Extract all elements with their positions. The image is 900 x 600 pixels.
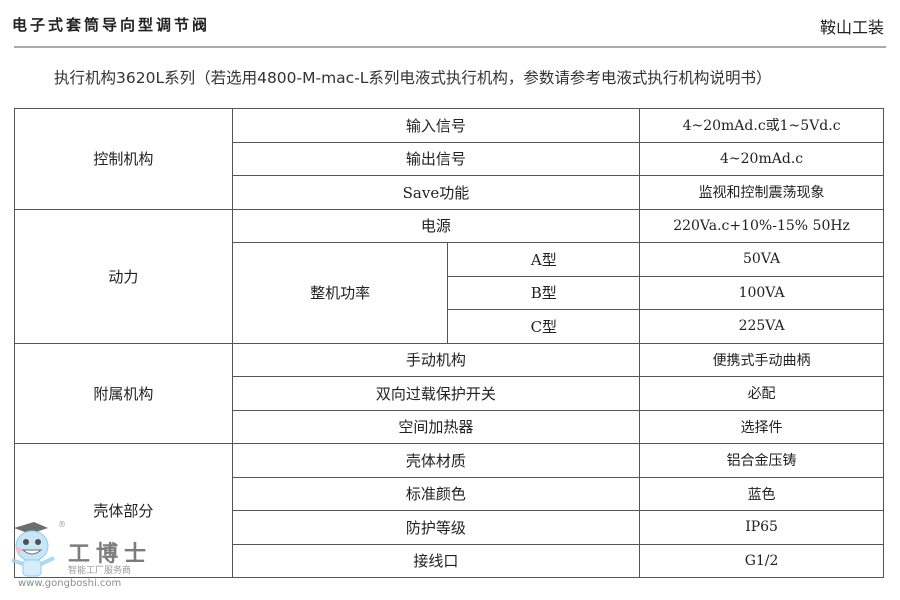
param-label: 壳体材质 <box>231 443 641 478</box>
table-row: Save功能 监视和控制震荡现象 <box>15 175 884 210</box>
param-label: 接线口 <box>231 543 641 578</box>
param-label: 整机功率 <box>231 242 449 344</box>
table-row: C型 225VA <box>15 309 884 344</box>
spec-table: 控制机构 输入信号 4~20mAd.c或1~5Vd.c 输出信号 4~20mAd… <box>14 108 884 578</box>
type-label: B型 <box>447 275 641 310</box>
param-label: 手动机构 <box>231 342 641 377</box>
group-label: 壳体部分 <box>14 443 233 578</box>
table-row: 双向过载保护开关 必配 <box>15 376 884 411</box>
param-label: 输出信号 <box>231 141 641 176</box>
section-subtitle: 执行机构3620L系列（若选用4800-M-mac-L系列电液式执行机构，参数请… <box>54 69 772 87</box>
param-label: 防护等级 <box>231 510 641 545</box>
table-row: 接线口 G1/2 <box>15 543 884 578</box>
param-label: 电源 <box>231 208 641 243</box>
param-value: IP65 <box>639 510 884 545</box>
brand-name: 鞍山工装 <box>819 18 884 37</box>
table-row: 附属机构 手动机构 便携式手动曲柄 <box>14 342 884 444</box>
param-value: 100VA <box>639 275 884 310</box>
mascot-icon <box>11 522 55 577</box>
table-row: 输出信号 4~20mAd.c <box>15 141 884 176</box>
group-label: 控制机构 <box>14 108 233 210</box>
param-value: 监视和控制震荡现象 <box>639 175 884 210</box>
watermark-url: www.gongboshi.com <box>18 578 122 589</box>
watermark-logo: 工博士 <box>68 542 153 567</box>
param-value: 铝合金压铸 <box>639 443 884 478</box>
type-label: A型 <box>447 242 641 277</box>
document-title: 电子式套筒导向型调节阀 <box>12 16 211 34</box>
watermark: ® 工博士 智能工厂服务商 www.gongboshi.com <box>8 518 198 593</box>
table-row: 标准颜色 蓝色 <box>15 476 884 511</box>
table-row: 动力 电源 220Va.c+10%-15% 50Hz <box>14 208 884 344</box>
table-row: B型 100VA <box>15 275 884 310</box>
group-label: 动力 <box>14 208 233 344</box>
table-row: 空间加热器 选择件 <box>15 409 884 444</box>
param-value: 4~20mAd.c <box>639 141 884 176</box>
param-label: 输入信号 <box>231 108 641 143</box>
param-value: 蓝色 <box>639 476 884 511</box>
param-label: 标准颜色 <box>231 476 641 511</box>
param-value: G1/2 <box>639 543 884 578</box>
group-label: 附属机构 <box>14 342 233 444</box>
param-label: 双向过载保护开关 <box>231 376 641 411</box>
watermark-tagline: 智能工厂服务商 <box>68 566 132 576</box>
header-divider <box>14 46 886 48</box>
type-label: C型 <box>447 309 641 344</box>
param-value: 225VA <box>639 309 884 344</box>
param-label: Save功能 <box>231 175 641 210</box>
param-value: 50VA <box>639 242 884 277</box>
param-value: 必配 <box>639 376 884 411</box>
param-value: 便携式手动曲柄 <box>639 342 884 377</box>
param-label: 空间加热器 <box>231 409 641 444</box>
param-value: 选择件 <box>639 409 884 444</box>
table-row: 壳体部分 壳体材质 铝合金压铸 <box>14 443 884 578</box>
param-value: 220Va.c+10%-15% 50Hz <box>639 208 884 243</box>
table-row: 控制机构 输入信号 4~20mAd.c或1~5Vd.c <box>14 108 884 210</box>
param-value: 4~20mAd.c或1~5Vd.c <box>639 108 884 143</box>
table-row: 整机功率 A型 50VA <box>15 242 884 344</box>
registered-mark: ® <box>58 520 66 529</box>
